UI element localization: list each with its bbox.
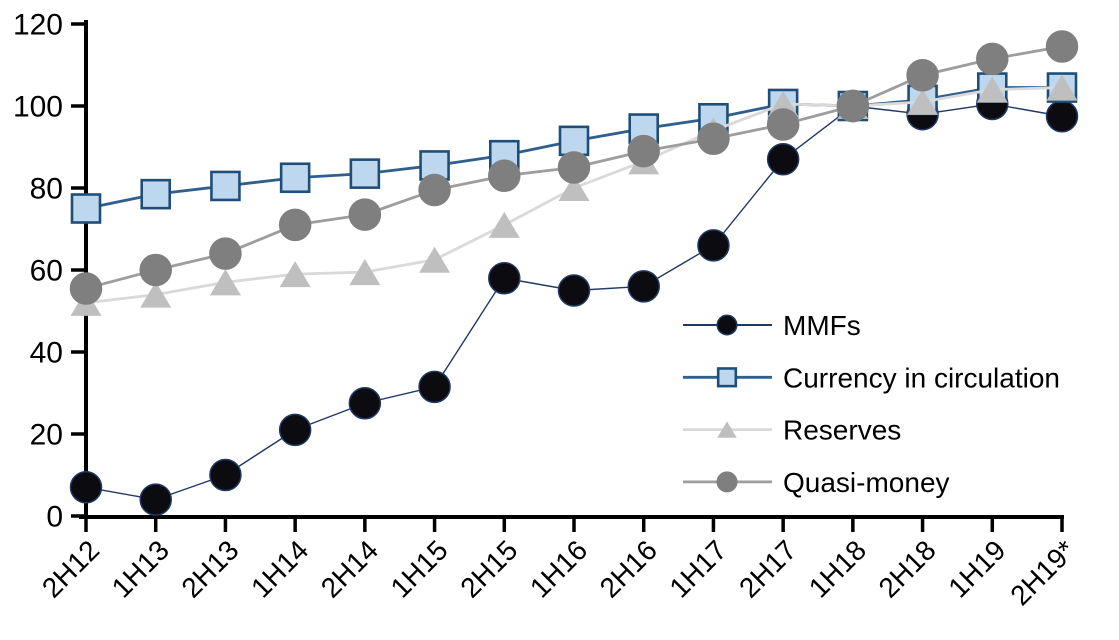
marker-reserves bbox=[279, 261, 311, 288]
marker-mmfs bbox=[627, 270, 660, 303]
marker-mmfs bbox=[139, 483, 172, 516]
x-tick-label: 2H14 bbox=[315, 534, 384, 603]
marker-quasi-money bbox=[139, 253, 172, 287]
legend-item-mmfs: MMFs bbox=[683, 310, 861, 341]
marker-quasi-money bbox=[418, 173, 451, 207]
marker-quasi-money bbox=[906, 59, 939, 92]
x-tick-label: 1H19 bbox=[942, 534, 1011, 603]
legend-item-currency-in-circulation: Currency in circulation bbox=[683, 362, 1060, 393]
marker-reserves bbox=[140, 281, 172, 308]
marker-currency-in-circulation bbox=[279, 162, 311, 194]
marker-quasi-money bbox=[488, 159, 521, 192]
marker-quasi-money bbox=[278, 208, 312, 242]
y-tick-label: 40 bbox=[30, 337, 63, 370]
marker-quasi-money bbox=[1045, 30, 1079, 63]
x-tick-label: 1H14 bbox=[245, 534, 314, 603]
marker-currency-in-circulation bbox=[70, 193, 102, 224]
marker-reserves bbox=[1046, 74, 1078, 101]
marker-reserves bbox=[419, 246, 451, 273]
marker-mmfs bbox=[488, 261, 521, 295]
marker-mmfs bbox=[69, 471, 103, 504]
marker-currency-in-circulation bbox=[558, 125, 590, 157]
marker-quasi-money bbox=[557, 151, 591, 184]
x-tick-label: 2H17 bbox=[733, 534, 802, 603]
y-tick-label: 100 bbox=[13, 91, 63, 124]
y-tick-label: 80 bbox=[30, 173, 63, 206]
marker-quasi-money bbox=[836, 89, 870, 123]
legend-item-reserves: Reserves bbox=[683, 415, 901, 446]
x-tick-label: 1H16 bbox=[524, 534, 593, 603]
legend-label-mmfs: MMFs bbox=[783, 310, 861, 341]
marker-reserves bbox=[209, 269, 241, 296]
x-tick-label: 2H13 bbox=[175, 534, 244, 603]
y-tick-label: 20 bbox=[30, 419, 63, 452]
marker-mmfs bbox=[766, 143, 800, 176]
marker-currency-in-circulation bbox=[349, 158, 381, 189]
marker-mmfs bbox=[418, 370, 451, 404]
legend-marker-currency-in-circulation bbox=[716, 367, 738, 388]
marker-quasi-money bbox=[348, 198, 382, 231]
legend-label-quasi-money: Quasi-money bbox=[783, 467, 950, 498]
x-tick-label: 2H18 bbox=[873, 534, 942, 603]
x-tick-label: 1H13 bbox=[106, 534, 175, 603]
y-tick-label: 120 bbox=[13, 9, 63, 42]
marker-mmfs bbox=[278, 413, 312, 447]
marker-reserves bbox=[907, 88, 939, 115]
marker-quasi-money bbox=[627, 134, 660, 168]
marker-reserves bbox=[488, 211, 520, 238]
legend: MMFs Currency in circulation Reserves Quasi… bbox=[683, 310, 1060, 498]
marker-quasi-money bbox=[697, 122, 730, 156]
legend-marker-mmfs bbox=[716, 314, 738, 336]
marker-quasi-money bbox=[209, 237, 242, 270]
x-tick-label: 1H17 bbox=[663, 534, 732, 603]
legend-item-quasi-money: Quasi-money bbox=[683, 467, 950, 498]
legend-label-reserves: Reserves bbox=[783, 415, 901, 446]
marker-reserves bbox=[349, 259, 381, 286]
x-tick-label: 2H15 bbox=[454, 534, 523, 603]
marker-currency-in-circulation bbox=[140, 178, 172, 210]
marker-mmfs bbox=[557, 274, 591, 307]
x-tick-label: 1H15 bbox=[385, 534, 454, 603]
x-tick-label: 2H12 bbox=[36, 534, 105, 603]
series-quasi-money bbox=[69, 30, 1079, 305]
legend-label-currency-in-circulation: Currency in circulation bbox=[783, 362, 1060, 393]
x-tick-label: 1H18 bbox=[803, 534, 872, 603]
marker-quasi-money bbox=[69, 272, 103, 305]
legend-marker-quasi-money bbox=[716, 471, 738, 493]
marker-mmfs bbox=[697, 229, 730, 262]
marker-quasi-money bbox=[766, 108, 800, 141]
x-tick-label: 2H16 bbox=[594, 534, 663, 603]
marker-currency-in-circulation bbox=[210, 170, 241, 202]
marker-mmfs bbox=[209, 458, 242, 492]
legend-marker-reserves bbox=[717, 421, 737, 438]
marker-mmfs bbox=[1045, 100, 1079, 133]
marker-reserves bbox=[558, 174, 590, 202]
x-tick-label: 2H19* bbox=[1004, 534, 1081, 611]
y-tick-label: 0 bbox=[46, 501, 63, 534]
plot-area bbox=[69, 30, 1079, 516]
y-tick-label: 60 bbox=[30, 255, 63, 288]
marker-mmfs bbox=[348, 387, 382, 420]
marker-quasi-money bbox=[976, 42, 1009, 76]
marker-reserves bbox=[976, 76, 1008, 103]
